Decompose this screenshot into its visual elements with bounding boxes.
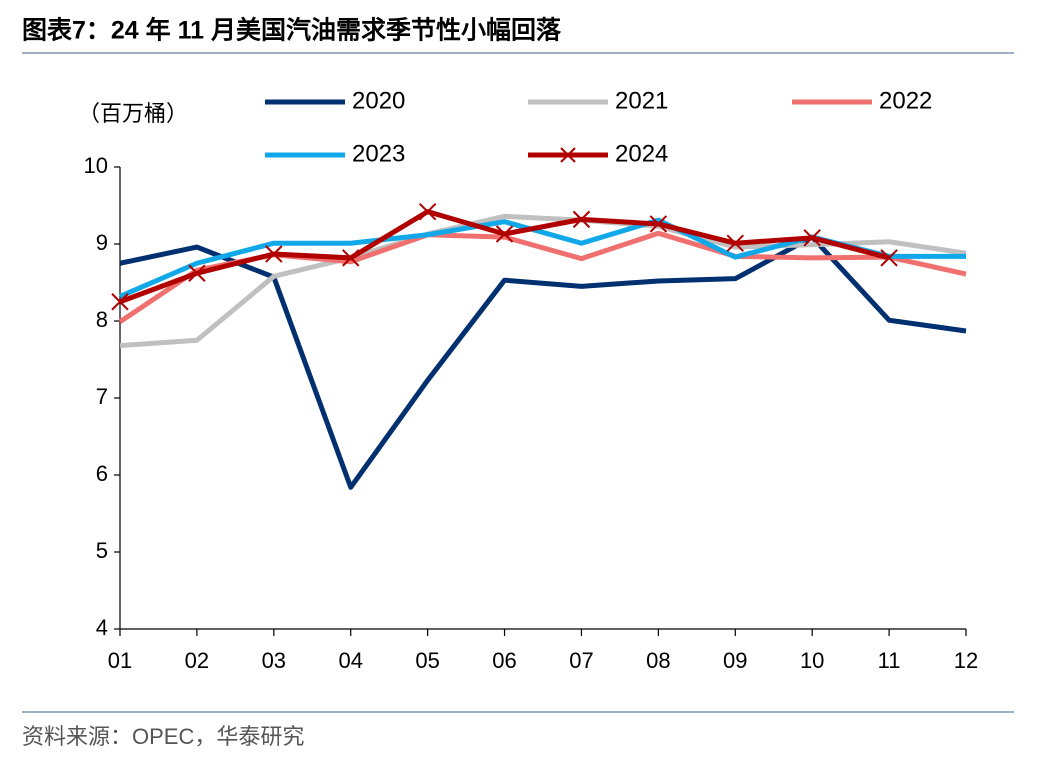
series-marker bbox=[803, 229, 821, 247]
series-marker bbox=[726, 234, 744, 252]
series-marker bbox=[649, 215, 668, 233]
x-tick-label: 10 bbox=[800, 648, 824, 673]
series-line bbox=[119, 213, 967, 349]
series-marker bbox=[418, 202, 437, 221]
x-tick-label: 06 bbox=[492, 648, 516, 673]
x-tick-label: 07 bbox=[569, 648, 593, 673]
x-tick-label: 08 bbox=[646, 648, 670, 673]
source-note: 资料来源：OPEC，华泰研究 bbox=[22, 724, 304, 749]
x-tick-label: 02 bbox=[185, 648, 209, 673]
legend-label: 2022 bbox=[879, 87, 932, 114]
legend-label: 2020 bbox=[352, 87, 405, 114]
legend-label: 2024 bbox=[615, 140, 668, 167]
legend-label: 2023 bbox=[352, 140, 405, 167]
series-marker bbox=[572, 210, 591, 229]
x-tick-label: 03 bbox=[262, 648, 286, 673]
y-tick-label: 9 bbox=[96, 230, 108, 255]
y-tick-label: 10 bbox=[84, 153, 108, 178]
y-tick-label: 7 bbox=[96, 384, 108, 409]
y-tick-label: 6 bbox=[96, 461, 108, 486]
legend-marker bbox=[560, 147, 576, 163]
series-marker bbox=[111, 293, 129, 311]
series-marker bbox=[495, 225, 514, 243]
x-tick-label: 09 bbox=[723, 648, 747, 673]
x-tick-label: 01 bbox=[108, 648, 132, 673]
y-tick-label: 5 bbox=[96, 538, 108, 563]
legend-label: 2021 bbox=[615, 87, 668, 114]
x-tick-label: 05 bbox=[415, 648, 439, 673]
series-marker bbox=[342, 249, 360, 267]
y-axis-label: （百万桶） bbox=[78, 101, 188, 126]
x-tick-label: 12 bbox=[954, 648, 978, 673]
series-marker bbox=[265, 245, 283, 263]
series-line bbox=[119, 234, 967, 490]
x-tick-label: 11 bbox=[878, 648, 901, 673]
chart-title: 图表7：24 年 11 月美国汽油需求季节性小幅回落 bbox=[22, 16, 562, 45]
series-marker bbox=[188, 264, 206, 282]
series-marker bbox=[880, 249, 898, 267]
y-tick-label: 8 bbox=[96, 307, 108, 332]
x-tick-label: 04 bbox=[338, 648, 362, 673]
y-tick-label: 4 bbox=[96, 615, 108, 640]
